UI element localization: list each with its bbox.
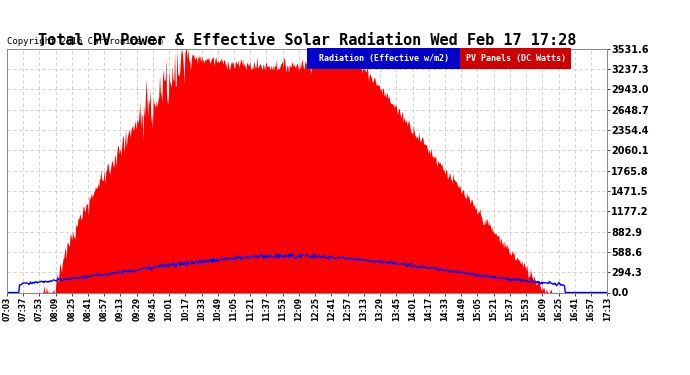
Text: Copyright 2016 Cartronics.com: Copyright 2016 Cartronics.com: [7, 38, 163, 46]
FancyBboxPatch shape: [460, 48, 571, 69]
FancyBboxPatch shape: [307, 48, 460, 69]
Title: Total PV Power & Effective Solar Radiation Wed Feb 17 17:28: Total PV Power & Effective Solar Radiati…: [38, 33, 576, 48]
Text: PV Panels (DC Watts): PV Panels (DC Watts): [466, 54, 566, 63]
Text: Radiation (Effective w/m2): Radiation (Effective w/m2): [319, 54, 448, 63]
